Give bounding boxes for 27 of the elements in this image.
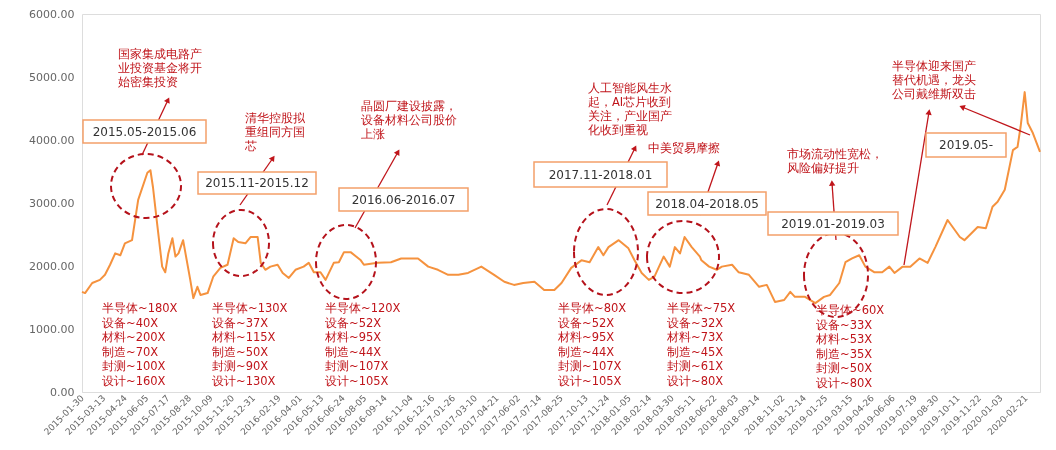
annotation: 清华控股拟重组同方国芯 [244,111,306,153]
y-tick-label: 6000.00 [29,7,75,21]
y-tick-label: 5000.00 [29,70,75,84]
y-tick-label: 4000.00 [29,133,75,147]
annotation: 2015.05-2015.06 [92,124,197,139]
annotation: 2015.11-2015.12 [205,176,309,190]
annotation: 2017.11-2018.01 [548,167,653,182]
annotation: 半导体~80X 设备~52X 材料~95X 制造~44X 封测~107X 设计~105X [557,301,627,388]
annotation: 半导体~180X 设备~40X 材料~200X 制造~70X 封测~100X 设计~160X [101,301,178,388]
y-tick-label: 2000.00 [29,259,75,273]
annotation: 半导体~75X 设备~32X 材料~73X 制造~45X 封测~61X 设计~80X [666,301,736,388]
annotation: 2019.01-2019.03 [781,216,885,231]
annotation: 半导体~130X 设备~37X 材料~115X 制造~50X 封测~90X 设计~130X [211,301,288,388]
annotation: 半导体~60X 设备~33X 材料~53X 制造~35X 封测~50X 设计~80X [815,303,885,390]
annotation: 半导体迎来国产替代机遇，龙头公司戴维斯双击 [892,59,976,101]
annotation: 国家集成电路产业投资基金将开始密集投资 [118,47,202,89]
y-tick-label: 1000.00 [29,322,75,336]
annotation: 半导体~120X 设备~52X 材料~95X 制造~44X 封测~107X 设计~105X [324,301,401,388]
annotation: 人工智能风生水起，AI芯片收到关注，产业国产化收到重视 [588,81,672,137]
y-tick-label: 3000.00 [29,196,75,210]
annotation: 中美贸易摩擦 [648,141,720,155]
y-tick-label: 0.00 [50,385,75,399]
annotation: 市场流动性宽松，风险偏好提升 [787,147,883,175]
annotation: 2016.06-2016.07 [351,192,456,207]
annotation: 晶圆厂建设披露，设备材料公司股价上涨 [361,99,457,141]
annotation: 2019.05- [939,138,993,152]
annotation: 2018.04-2018.05 [655,196,759,211]
